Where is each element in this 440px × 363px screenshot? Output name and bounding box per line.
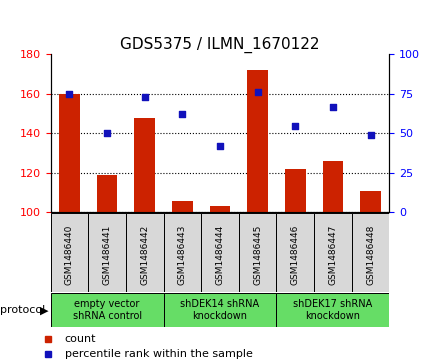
Bar bbox=[209, 207, 231, 212]
Text: GSM1486442: GSM1486442 bbox=[140, 225, 149, 285]
Point bbox=[66, 91, 73, 97]
Point bbox=[254, 89, 261, 95]
Bar bbox=[360, 191, 381, 212]
Bar bbox=[201, 213, 239, 292]
Text: GSM1486446: GSM1486446 bbox=[291, 225, 300, 285]
Bar bbox=[323, 161, 343, 212]
Text: GSM1486448: GSM1486448 bbox=[366, 225, 375, 285]
Text: GSM1486440: GSM1486440 bbox=[65, 225, 74, 285]
Bar bbox=[276, 293, 389, 327]
Text: protocol: protocol bbox=[0, 305, 45, 315]
Point bbox=[141, 94, 148, 100]
Bar bbox=[59, 94, 80, 212]
Text: shDEK17 shRNA
knockdown: shDEK17 shRNA knockdown bbox=[293, 299, 373, 321]
Text: count: count bbox=[65, 334, 96, 344]
Bar bbox=[97, 175, 117, 212]
Bar bbox=[314, 213, 352, 292]
Text: GSM1486444: GSM1486444 bbox=[216, 225, 224, 285]
Text: GSM1486443: GSM1486443 bbox=[178, 225, 187, 285]
Text: shDEK14 shRNA
knockdown: shDEK14 shRNA knockdown bbox=[180, 299, 260, 321]
Bar bbox=[88, 213, 126, 292]
Bar bbox=[51, 293, 164, 327]
Bar bbox=[126, 213, 164, 292]
Point bbox=[179, 111, 186, 117]
Text: ▶: ▶ bbox=[40, 305, 48, 315]
Point bbox=[292, 123, 299, 129]
Text: percentile rank within the sample: percentile rank within the sample bbox=[65, 348, 253, 359]
Text: empty vector
shRNA control: empty vector shRNA control bbox=[73, 299, 142, 321]
Text: GSM1486445: GSM1486445 bbox=[253, 225, 262, 285]
Bar bbox=[352, 213, 389, 292]
Bar bbox=[247, 70, 268, 212]
Point bbox=[103, 130, 110, 136]
Bar bbox=[239, 213, 276, 292]
Bar bbox=[172, 200, 193, 212]
Bar bbox=[164, 213, 201, 292]
Text: GSM1486447: GSM1486447 bbox=[328, 225, 337, 285]
Text: GSM1486441: GSM1486441 bbox=[103, 225, 112, 285]
Point bbox=[330, 104, 337, 110]
Point bbox=[216, 143, 224, 149]
Bar bbox=[285, 169, 306, 212]
Point bbox=[367, 132, 374, 138]
Bar bbox=[164, 293, 276, 327]
Title: GDS5375 / ILMN_1670122: GDS5375 / ILMN_1670122 bbox=[120, 37, 320, 53]
Bar bbox=[51, 213, 88, 292]
Bar bbox=[276, 213, 314, 292]
Bar bbox=[134, 118, 155, 212]
